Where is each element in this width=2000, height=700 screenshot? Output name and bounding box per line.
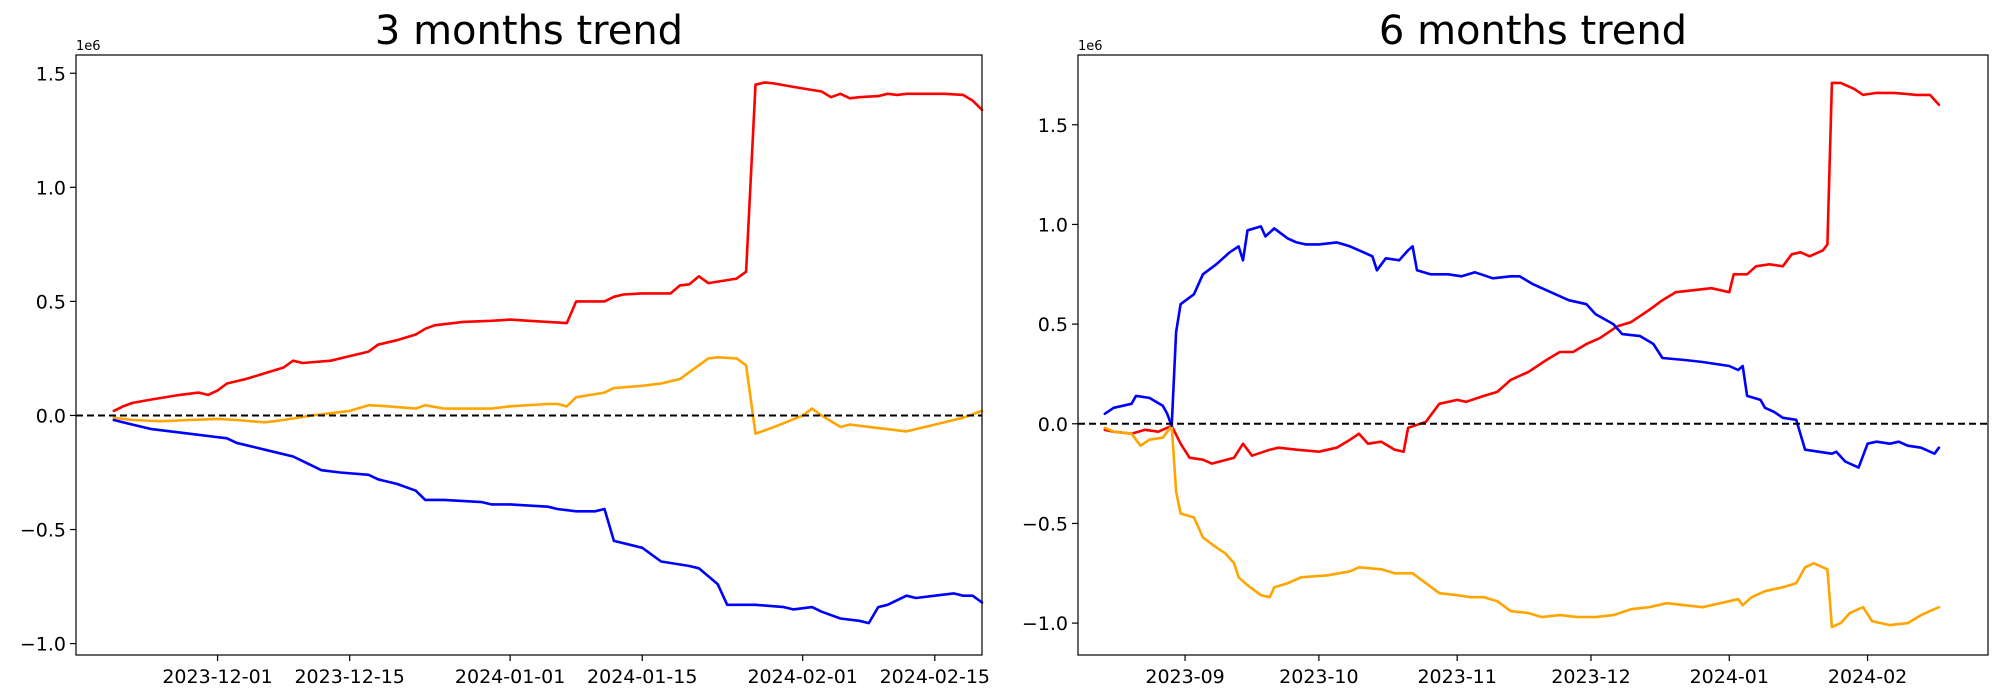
y-tick-label: −1.0 bbox=[1022, 613, 1068, 635]
series-line-3 bbox=[112, 418, 984, 625]
x-tick-label: 2024-02-01 bbox=[747, 666, 857, 688]
series-line-3 bbox=[1103, 225, 1941, 469]
chart-title: 6 months trend bbox=[1379, 8, 1687, 54]
series-line-1 bbox=[1103, 81, 1941, 465]
series-line-2 bbox=[1103, 424, 1941, 629]
y-offset-label: 1e6 bbox=[1078, 39, 1103, 54]
x-tick-label: 2024-01-01 bbox=[455, 666, 565, 688]
chart-2: 6 months trend 1e6 −1.0 −0.5 0.0 0.5 1.0 1.5 202… bbox=[1022, 8, 1989, 688]
y-tick-label: 1.5 bbox=[36, 63, 66, 85]
x-tick-label: 2023-12 bbox=[1551, 666, 1630, 688]
x-tick-label: 2024-01 bbox=[1690, 666, 1769, 688]
series-line-2 bbox=[112, 356, 984, 435]
y-tick-label: 1.0 bbox=[36, 177, 66, 199]
y-tick-label: 0.0 bbox=[1038, 414, 1068, 436]
plot-frame bbox=[1077, 54, 1989, 656]
y-offset-label: 1e6 bbox=[76, 39, 101, 54]
y-tick-label: 1.0 bbox=[1038, 214, 1068, 236]
x-tick-label: 2023-12-15 bbox=[294, 666, 404, 688]
x-tick-label: 2024-01-15 bbox=[587, 666, 697, 688]
y-tick-label: 0.5 bbox=[36, 291, 66, 313]
y-tick-label: −0.5 bbox=[20, 520, 66, 542]
plot-frame bbox=[75, 54, 983, 656]
x-tick-label: 2024-02-15 bbox=[880, 666, 990, 688]
y-tick-label: 0.5 bbox=[1038, 314, 1068, 336]
x-tick-label: 2024-02 bbox=[1828, 666, 1907, 688]
x-tick-label: 2023-10 bbox=[1279, 666, 1358, 688]
chart-title: 3 months trend bbox=[375, 8, 683, 54]
y-tick-label: 0.0 bbox=[36, 405, 66, 427]
x-tick-label: 2023-12-01 bbox=[162, 666, 272, 688]
x-tick-label: 2023-09 bbox=[1145, 666, 1224, 688]
series-line-1 bbox=[112, 81, 984, 413]
chart-1: 3 months trend 1e6 −1.0 −0.5 0.0 0.5 1.0 1.5 202… bbox=[20, 8, 990, 688]
y-tick-label: 1.5 bbox=[1038, 115, 1068, 137]
x-tick-label: 2023-11 bbox=[1417, 666, 1496, 688]
y-tick-label: −0.5 bbox=[1022, 513, 1068, 535]
y-tick-label: −1.0 bbox=[20, 634, 66, 656]
